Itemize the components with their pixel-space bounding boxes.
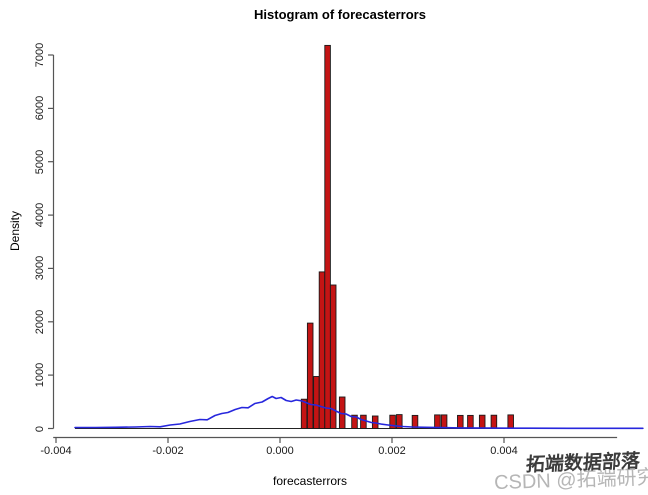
- x-tick-label: 0.002: [378, 445, 406, 457]
- y-tick-label: 2000: [34, 309, 46, 335]
- x-tick-label: 0.004: [490, 445, 518, 457]
- chart-title: Histogram of forecasterrors: [254, 7, 426, 22]
- y-tick-label: 4000: [34, 202, 46, 228]
- histogram-bar: [440, 414, 448, 429]
- y-tick-label: 0: [34, 425, 46, 432]
- x-tick-label: -0.004: [40, 445, 72, 457]
- x-tick-label: -0.002: [152, 445, 184, 457]
- histogram-bar: [318, 271, 326, 429]
- histogram-bar: [396, 414, 403, 429]
- histogram-bar: [324, 44, 331, 429]
- histogram-bar: [490, 414, 498, 429]
- histogram-bar: [306, 322, 314, 429]
- y-axis-label: Density: [8, 210, 22, 252]
- histogram-bar: [467, 414, 474, 429]
- histogram-bar: [300, 398, 308, 429]
- histogram-bar: [329, 284, 337, 429]
- histogram-bar: [507, 414, 514, 429]
- y-tick-label: 6000: [34, 96, 46, 121]
- histogram-bar: [434, 414, 441, 429]
- histogram-bar: [411, 414, 419, 429]
- x-tick-label: 0.000: [266, 445, 294, 457]
- histogram-bar: [457, 414, 464, 429]
- histogram-bar: [351, 414, 358, 429]
- x-axis-label: forecasterrors: [272, 474, 348, 488]
- y-tick-label: 3000: [34, 256, 46, 281]
- histogram-bar: [360, 414, 367, 429]
- histogram-bar: [313, 376, 320, 429]
- y-tick-label: 7000: [34, 42, 46, 68]
- watermark-tuoduan: 拓端数据部落: [525, 450, 641, 477]
- y-tick-label: 5000: [34, 149, 46, 174]
- y-tick-label: 1000: [34, 362, 46, 388]
- histogram-bar: [478, 414, 486, 429]
- density-curve: [74, 395, 644, 430]
- histogram-bar: [389, 414, 396, 429]
